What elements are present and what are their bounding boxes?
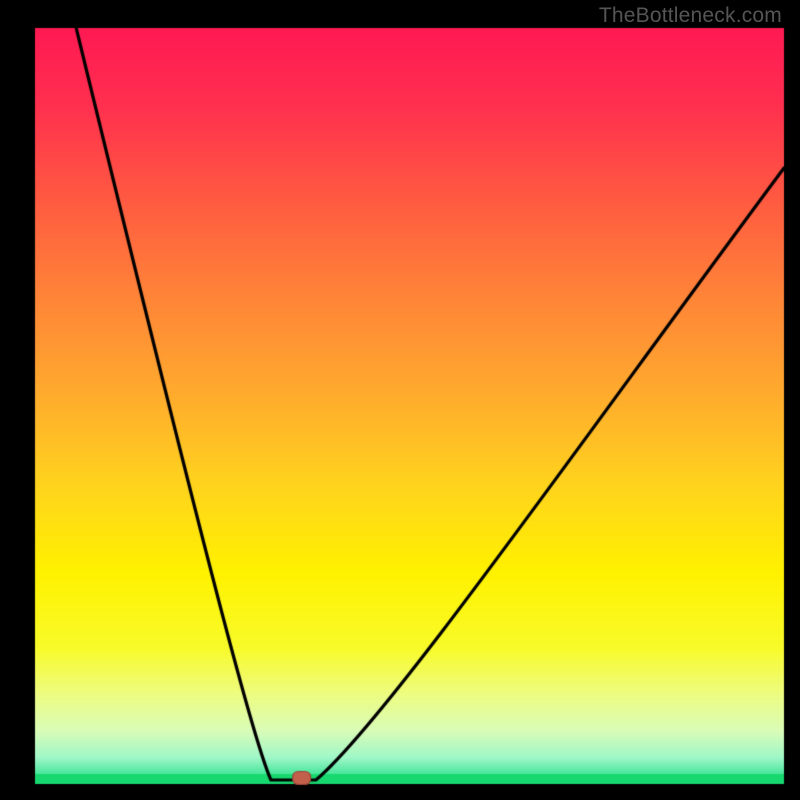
bottleneck-chart <box>0 0 800 800</box>
